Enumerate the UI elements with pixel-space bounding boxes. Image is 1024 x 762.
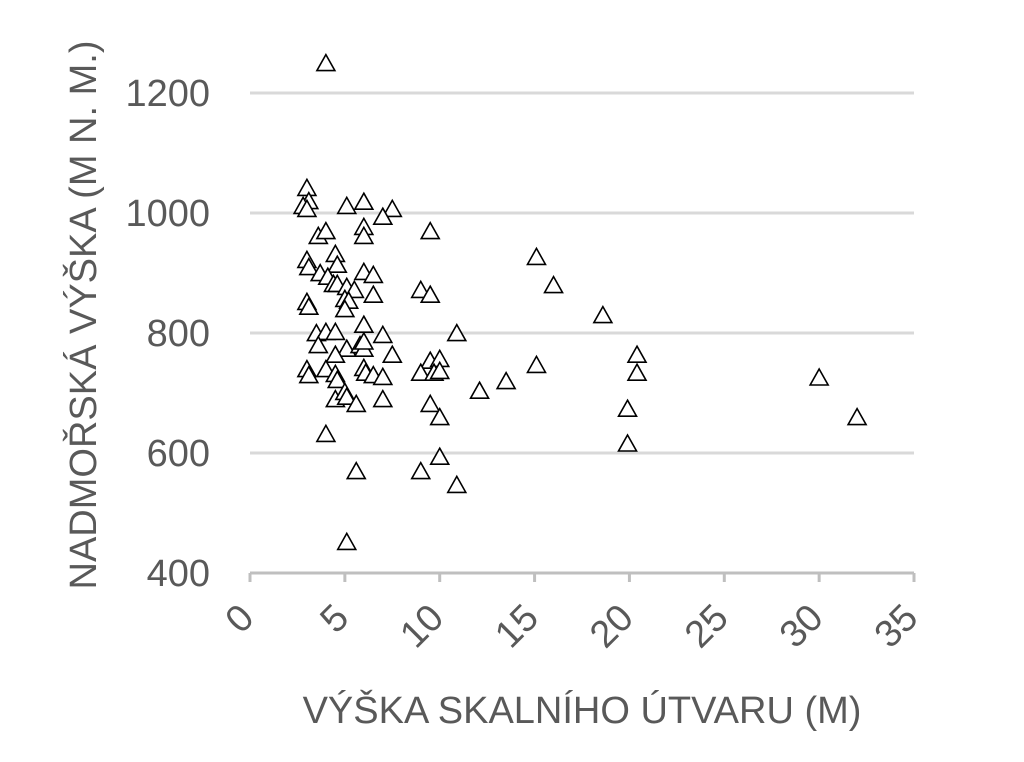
data-point-10 (353, 225, 375, 245)
data-point-15 (326, 254, 348, 273)
tick-labels: 400 600 800 1000 1200 0 5 10 15 20 25 30 35 (125, 73, 926, 656)
data-point-1 (296, 177, 318, 197)
data-point-21 (362, 264, 384, 284)
data-point-27 (410, 279, 432, 299)
data-point-50 (298, 364, 320, 384)
data-point-5 (336, 195, 358, 215)
y-tick-label-1000: 1000 (125, 193, 210, 235)
data-point-34 (353, 314, 375, 333)
data-point-51 (315, 358, 337, 378)
data-point-68 (315, 423, 337, 443)
data-point-81 (617, 433, 638, 452)
data-point-84 (808, 367, 830, 386)
data-point-39 (446, 322, 468, 342)
data-points (292, 52, 868, 551)
x-tick-label-20: 20 (582, 597, 642, 657)
data-point-76 (526, 354, 547, 374)
data-point-74 (469, 380, 490, 399)
data-point-6 (353, 191, 375, 210)
data-point-83 (626, 362, 648, 381)
x-tick-label-35: 35 (867, 597, 927, 657)
data-point-44 (353, 331, 375, 350)
data-point-66 (419, 393, 441, 413)
data-point-64 (345, 393, 367, 413)
y-tick-label-600: 600 (147, 433, 210, 475)
data-point-40 (307, 334, 329, 354)
data-point-80 (617, 398, 638, 417)
data-point-75 (495, 370, 517, 390)
data-point-73 (336, 531, 358, 551)
x-tick-label-25: 25 (677, 597, 737, 657)
y-tick-label-400: 400 (147, 553, 210, 595)
axes (248, 571, 916, 582)
y-tick-label-1200: 1200 (125, 73, 210, 115)
data-point-11 (419, 220, 441, 240)
data-point-77 (526, 246, 547, 266)
data-point-85 (846, 406, 868, 426)
data-point-57 (372, 366, 394, 386)
data-point-45 (325, 344, 346, 363)
data-point-53 (326, 369, 348, 389)
data-point-71 (429, 446, 451, 465)
data-point-0 (315, 52, 337, 72)
data-point-28 (419, 284, 441, 303)
x-tick-label-0: 0 (218, 597, 263, 642)
data-point-33 (334, 298, 356, 318)
data-point-8 (372, 206, 394, 225)
data-point-13 (315, 220, 337, 240)
x-tick-label-15: 15 (487, 597, 547, 657)
data-point-79 (592, 304, 614, 324)
data-point-46 (381, 344, 403, 363)
data-point-78 (543, 274, 564, 294)
y-tick-label-800: 800 (147, 313, 210, 355)
x-tick-label-5: 5 (313, 597, 358, 642)
data-point-63 (336, 386, 358, 405)
data-point-60 (429, 360, 451, 380)
data-point-17 (298, 256, 320, 276)
data-point-30 (298, 296, 320, 315)
data-point-58 (410, 362, 432, 381)
x-tick-label-30: 30 (772, 597, 832, 657)
data-point-26 (362, 284, 384, 303)
y-axis-title: NADMOŘSKÁ VÝŠKA (M N. M.) (61, 41, 105, 590)
data-point-82 (626, 344, 648, 363)
data-point-72 (446, 474, 468, 494)
data-point-37 (325, 321, 346, 341)
data-point-65 (372, 388, 394, 408)
x-tick-label-10: 10 (392, 597, 452, 657)
x-axis-title: VÝŠKA SKALNÍHO ÚTVARU (M) (303, 688, 862, 732)
data-point-69 (345, 460, 367, 480)
data-point-70 (410, 460, 432, 480)
data-point-67 (429, 406, 451, 426)
data-point-4 (296, 198, 318, 218)
data-point-7 (381, 198, 403, 218)
data-point-38 (372, 324, 394, 344)
